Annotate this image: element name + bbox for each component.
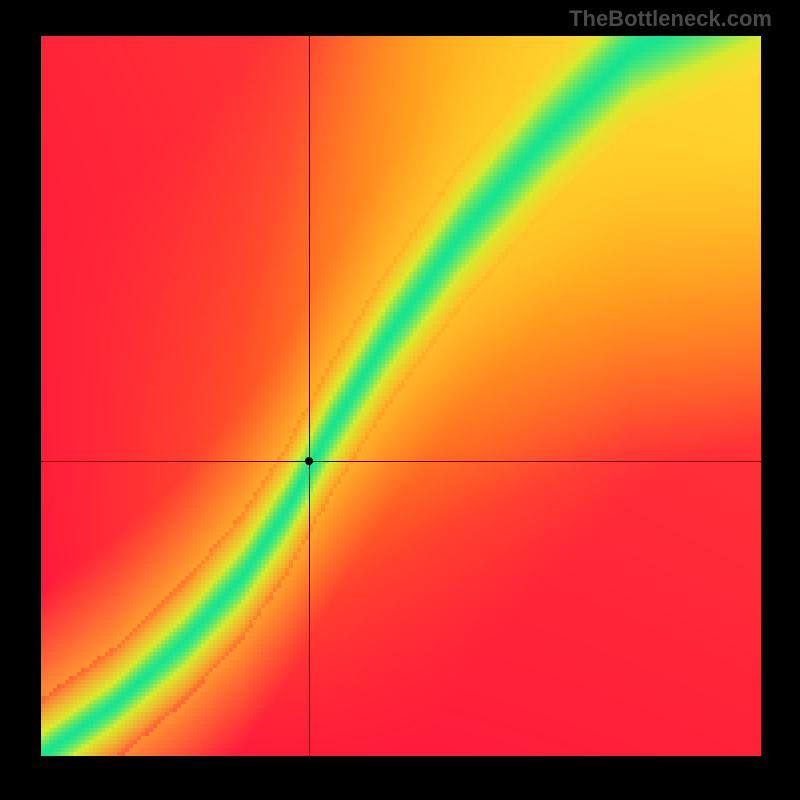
crosshair-marker <box>305 457 313 465</box>
crosshair-horizontal <box>41 461 761 462</box>
crosshair-vertical <box>309 36 310 756</box>
heatmap-canvas <box>41 36 761 756</box>
chart-container: TheBottleneck.com <box>0 0 800 800</box>
plot-area <box>41 36 761 756</box>
watermark-text: TheBottleneck.com <box>569 6 772 32</box>
